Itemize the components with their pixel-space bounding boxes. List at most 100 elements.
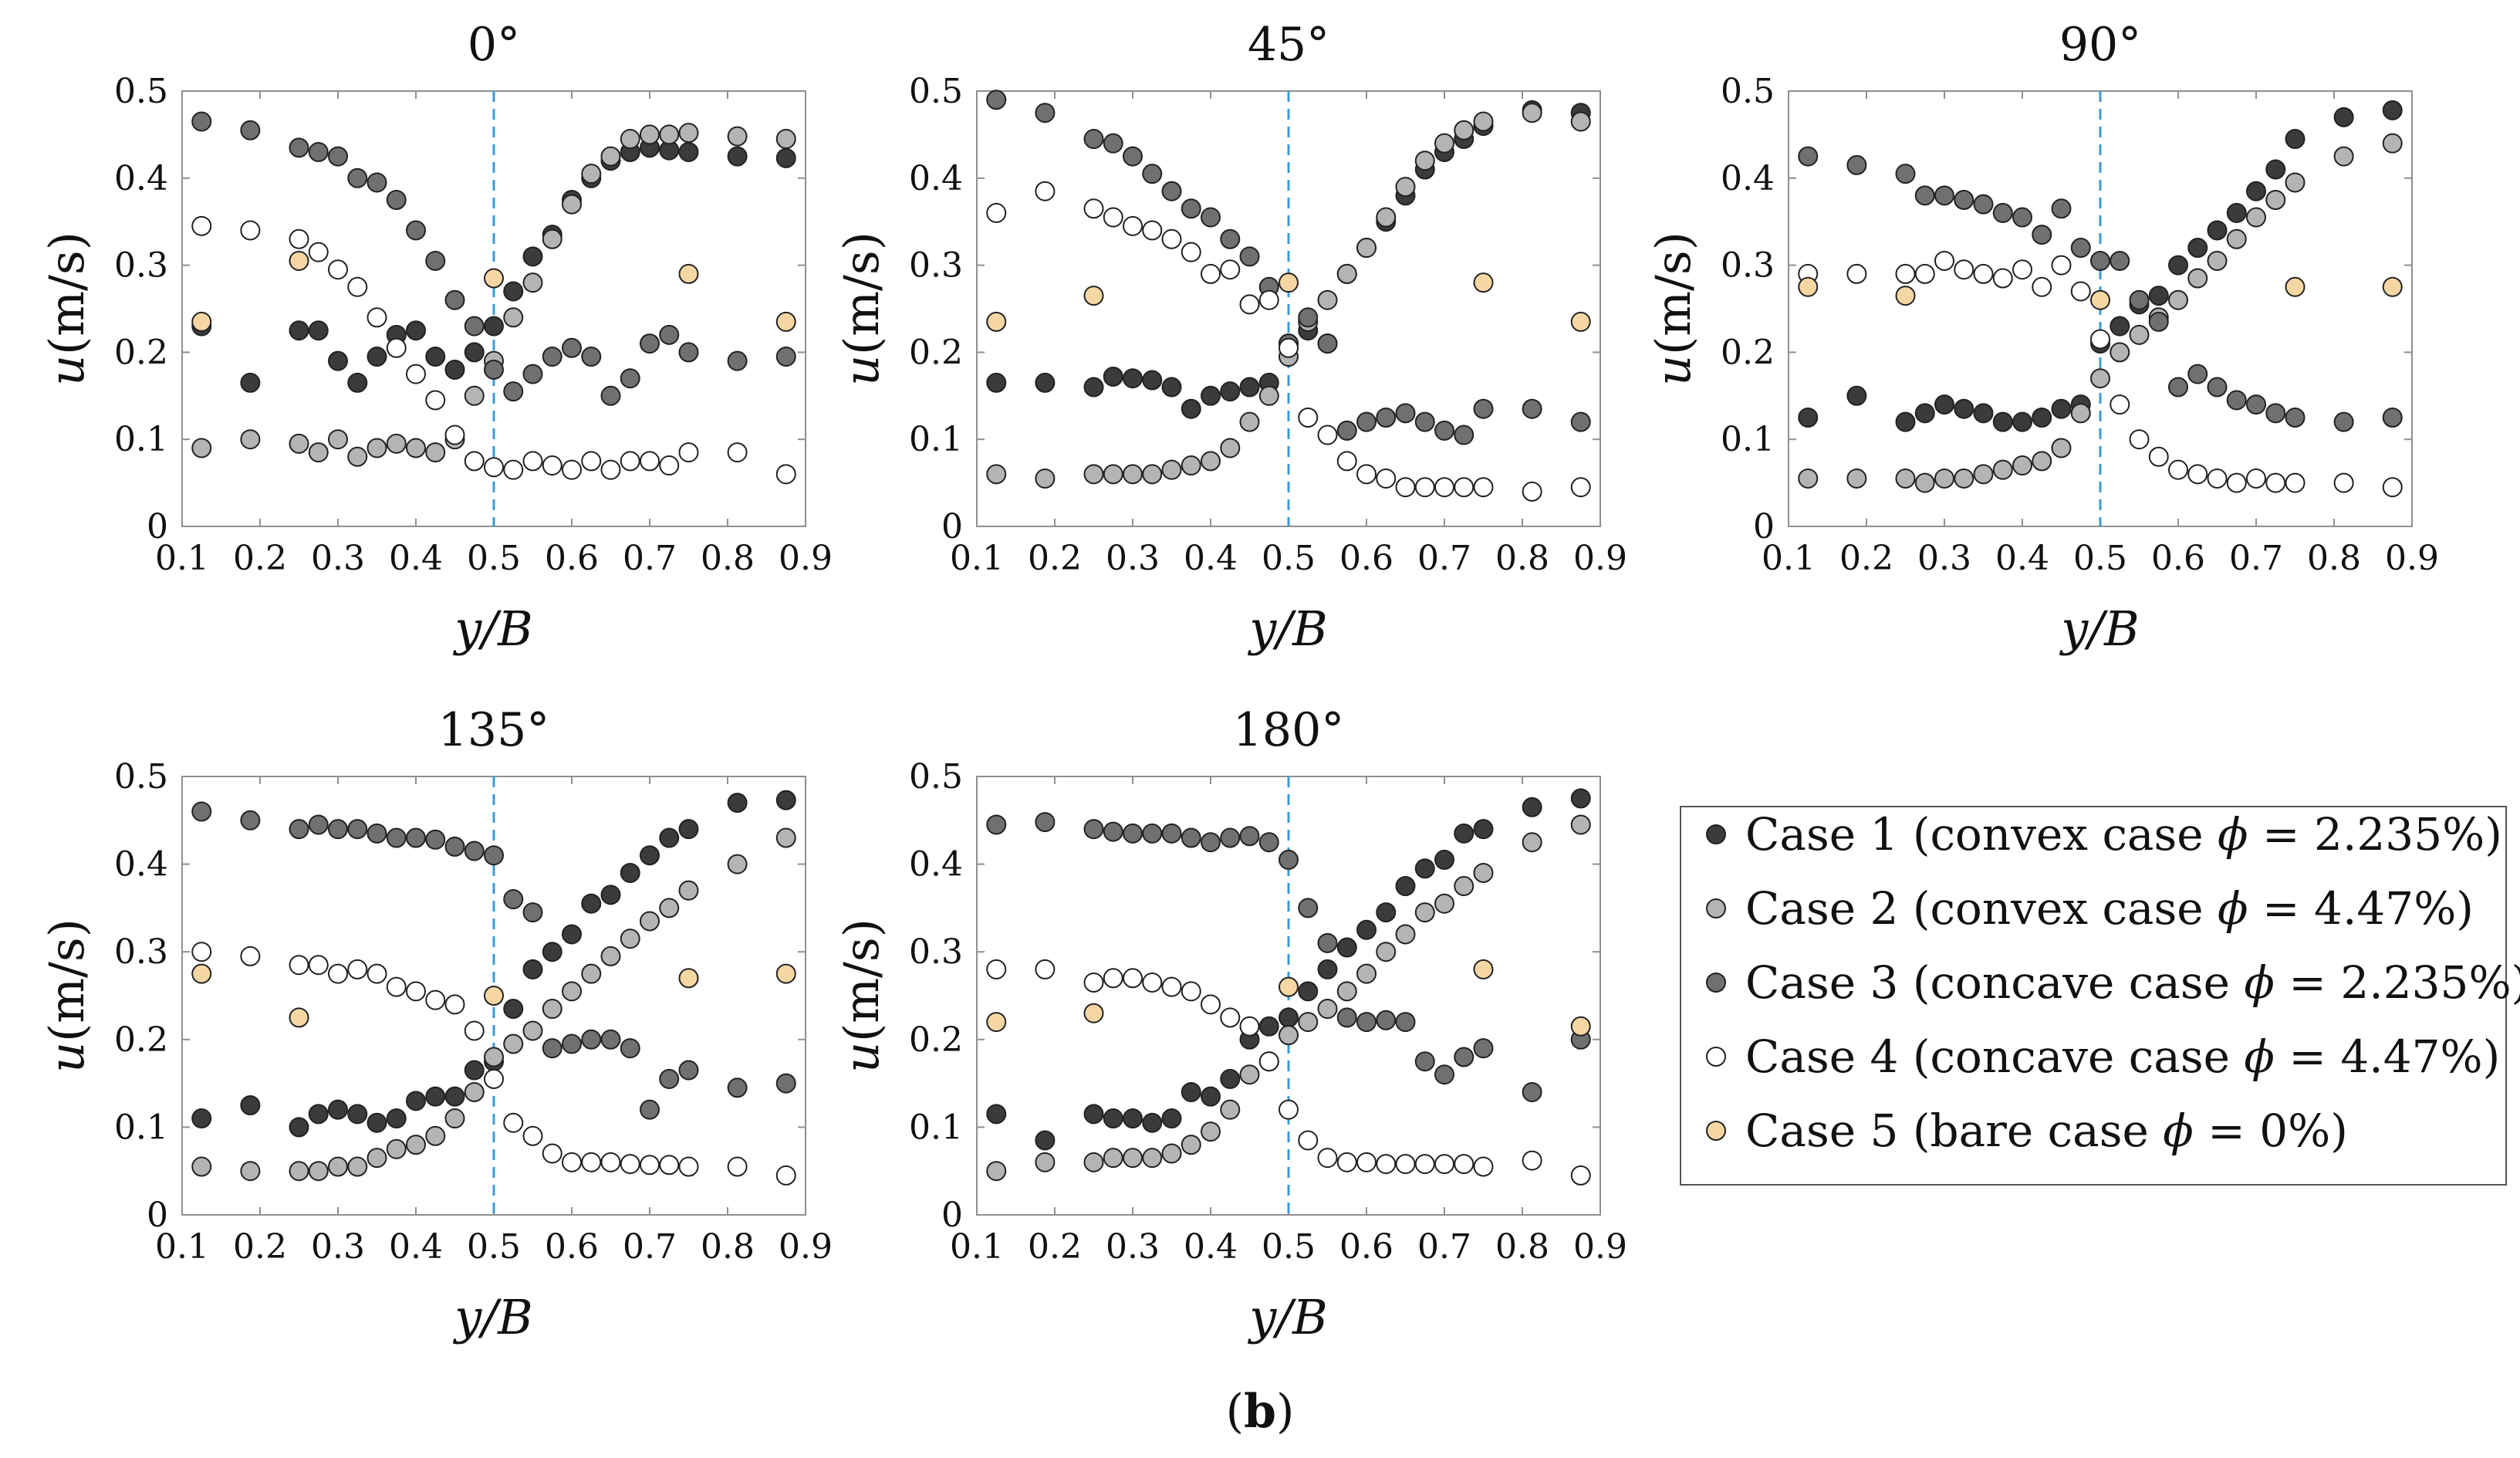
data-point	[1434, 133, 1454, 154]
data-point	[1083, 972, 1104, 993]
y-tick-label: 0.1	[909, 1108, 963, 1147]
series	[986, 272, 1591, 332]
data-point	[1103, 1108, 1123, 1129]
series	[191, 215, 796, 485]
y-tick-label: 0.3	[909, 246, 963, 286]
y-tick-label: 0.2	[114, 333, 168, 372]
data-point	[2090, 329, 2110, 350]
data-point	[308, 814, 329, 835]
data-point	[986, 814, 1007, 835]
data-point	[620, 129, 640, 150]
data-point	[640, 1099, 660, 1120]
data-point	[1161, 1108, 1182, 1129]
data-point	[308, 1104, 329, 1125]
data-point	[1473, 272, 1494, 293]
data-point	[1181, 827, 1201, 848]
data-point	[1395, 1154, 1416, 1175]
y-tick-label: 0.1	[1721, 420, 1775, 459]
data-point	[727, 350, 748, 371]
data-point	[2333, 411, 2354, 432]
legend-marker	[1706, 1121, 1726, 1141]
y-tick-label: 0.4	[114, 159, 168, 198]
x-tick-label: 0.7	[1417, 1227, 1471, 1267]
data-point	[1035, 372, 1056, 393]
data-point	[1570, 411, 1591, 432]
data-point	[1181, 1135, 1201, 1155]
data-point	[484, 1047, 504, 1067]
data-point	[425, 989, 446, 1010]
data-point	[464, 451, 485, 472]
data-point	[775, 827, 796, 848]
legend-label-text: Case 5 (bare case	[1745, 1104, 2163, 1157]
data-point	[986, 202, 1007, 223]
data-point	[542, 228, 562, 249]
data-point	[2226, 472, 2247, 493]
x-tick-label: 0.4	[1184, 539, 1238, 578]
data-point	[2285, 172, 2305, 193]
data-point	[1454, 477, 1475, 498]
y-axis-label-unit: (m/s)	[833, 232, 890, 355]
data-point	[2285, 472, 2305, 493]
data-point	[1454, 1047, 1475, 1067]
data-point	[1142, 1148, 1163, 1169]
y-tick-label: 0	[1753, 507, 1775, 546]
data-point	[1083, 1003, 1104, 1023]
data-point	[444, 425, 465, 445]
legend-label-text: Case 1 (convex case	[1745, 808, 2218, 861]
data-point	[367, 1148, 387, 1169]
x-tick-label: 0.5	[1262, 1227, 1316, 1267]
data-point	[289, 228, 309, 249]
data-point	[444, 289, 465, 310]
data-point	[191, 942, 212, 962]
data-point	[347, 372, 368, 393]
y-tick-label: 0.5	[114, 757, 168, 797]
data-point	[2168, 377, 2188, 397]
data-point	[2032, 451, 2052, 472]
data-point	[1317, 959, 1338, 979]
x-tick-label: 0.8	[701, 1227, 755, 1267]
x-axis-label: y/B	[1247, 1289, 1327, 1345]
data-point	[406, 364, 426, 384]
data-point	[2090, 250, 2110, 271]
data-point	[562, 459, 582, 480]
data-point	[775, 790, 796, 810]
data-point	[1220, 1099, 1241, 1120]
data-point	[503, 1033, 524, 1054]
data-point	[2207, 220, 2228, 241]
data-point	[2265, 472, 2286, 493]
data-point	[1317, 1148, 1338, 1169]
data-point	[503, 281, 524, 302]
data-point	[1992, 202, 2013, 223]
data-point	[1356, 464, 1377, 485]
data-point	[1317, 425, 1338, 445]
data-point	[1279, 976, 1299, 997]
data-point	[386, 433, 407, 454]
y-axis-label-var: u	[39, 1042, 95, 1073]
data-point	[240, 1161, 261, 1182]
data-point	[1239, 246, 1260, 267]
x-tick-label: 0.3	[1106, 539, 1160, 578]
data-point	[775, 129, 796, 150]
x-tick-label: 0.4	[389, 1227, 443, 1267]
data-point	[1846, 263, 1867, 284]
data-point	[678, 968, 699, 989]
data-point	[581, 1029, 602, 1050]
y-tick-label: 0.3	[1721, 246, 1775, 286]
data-point	[1123, 1108, 1143, 1129]
data-point	[1336, 1152, 1357, 1172]
data-point	[2333, 146, 2354, 167]
data-point	[1954, 190, 1974, 210]
data-point	[484, 268, 504, 289]
data-point	[1239, 411, 1260, 432]
data-point	[425, 1125, 446, 1146]
data-point	[1181, 1081, 1201, 1102]
data-point	[1336, 981, 1357, 1002]
data-point	[1434, 849, 1454, 870]
data-point	[986, 1161, 1007, 1182]
y-tick-label: 0	[147, 1196, 168, 1235]
legend-label-suffix: = 0%)	[2194, 1104, 2348, 1157]
series	[191, 801, 796, 1120]
x-tick-label: 0.1	[155, 539, 209, 578]
data-point	[1414, 1154, 1435, 1175]
y-tick-label: 0.3	[114, 246, 168, 286]
